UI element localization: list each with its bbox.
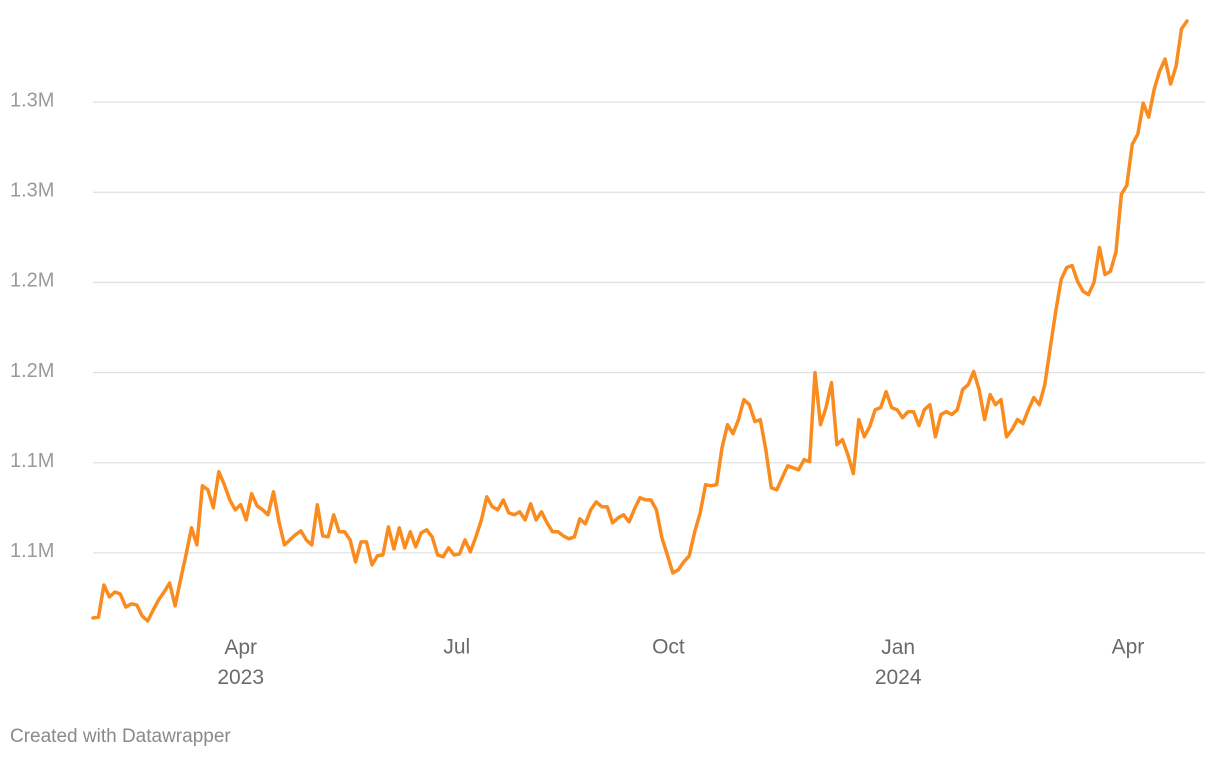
x-tick-label: Jul [443, 636, 470, 659]
x-tick-label: Apr [1112, 636, 1145, 659]
x-tick-label: Apr 2023 [217, 636, 264, 689]
x-tick-label: Oct [652, 636, 685, 659]
line [91, 19, 1189, 623]
y-tick-label: 1.2M [10, 360, 54, 382]
x-tick-label: Jan 2024 [875, 636, 922, 689]
y-tick-label: 1.3M [10, 89, 54, 111]
y-tick-label: 1.1M [10, 540, 54, 562]
y-tick-label: 1.2M [10, 270, 54, 292]
y-tick-label: 1.3M [10, 180, 54, 202]
y-tick-label: 1.1M [10, 450, 54, 472]
footer: Created with Datawrapper [10, 726, 231, 747]
